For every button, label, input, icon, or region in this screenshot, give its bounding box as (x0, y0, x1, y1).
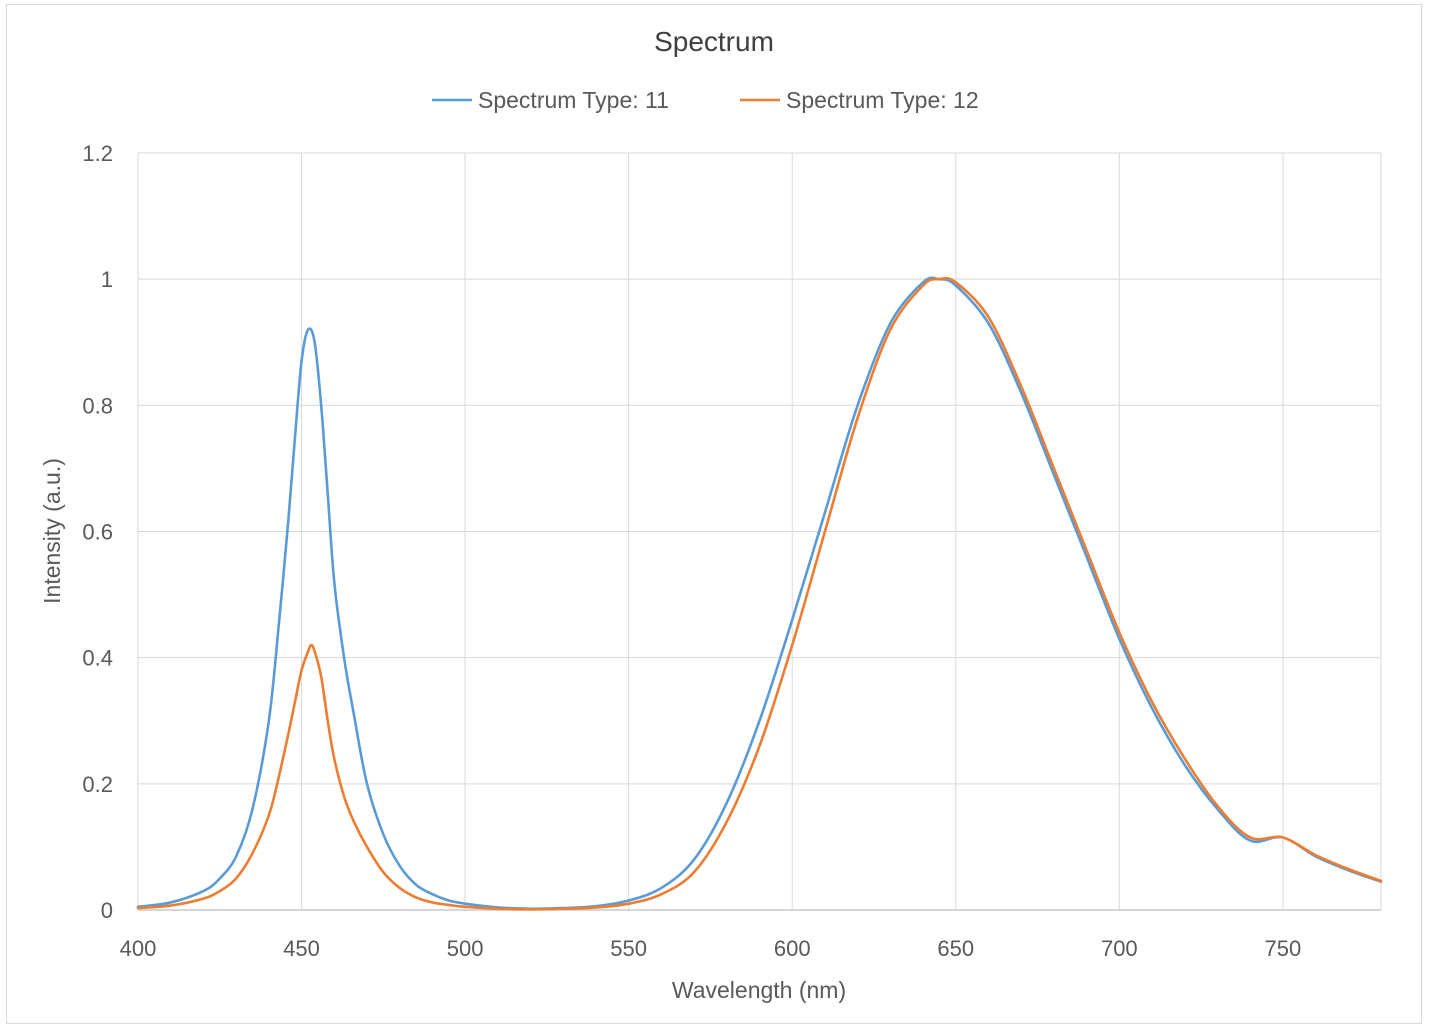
gridlines (137, 152, 1382, 910)
x-tick-label: 650 (937, 936, 974, 961)
y-tick-label: 0.2 (82, 772, 113, 797)
legend-label-series-12: Spectrum Type: 12 (786, 87, 979, 113)
y-tick-label: 0.4 (82, 646, 113, 671)
series-line-12 (136, 276, 1383, 911)
y-tick-label: 0.6 (82, 520, 113, 545)
y-axis-title: Intensity (a.u.) (39, 458, 65, 604)
legend: Spectrum Type: 11 Spectrum Type: 12 (432, 87, 979, 113)
series-layer (136, 276, 1383, 911)
x-tick-label: 750 (1265, 936, 1302, 961)
legend-label-series-11: Spectrum Type: 11 (478, 87, 669, 113)
x-tick-label: 450 (283, 936, 320, 961)
chart-frame (6, 4, 1422, 1024)
tick-labels: 0 0.2 0.4 0.6 0.8 1 1.2 400 450 500 550 600 650 700 75… (82, 141, 1301, 961)
x-tick-label: 400 (120, 936, 157, 961)
x-axis-title: Wavelength (nm) (672, 977, 846, 1003)
y-tick-label: 1.2 (82, 141, 113, 166)
y-tick-label: 0.8 (82, 393, 113, 418)
y-tick-label: 1 (101, 267, 113, 292)
series-line-11 (136, 276, 1383, 911)
y-tick-label: 0 (101, 898, 113, 923)
x-tick-label: 550 (610, 936, 647, 961)
x-tick-label: 500 (447, 936, 484, 961)
x-tick-label: 600 (774, 936, 811, 961)
chart-title: Spectrum (654, 26, 774, 57)
x-tick-label: 700 (1101, 936, 1138, 961)
